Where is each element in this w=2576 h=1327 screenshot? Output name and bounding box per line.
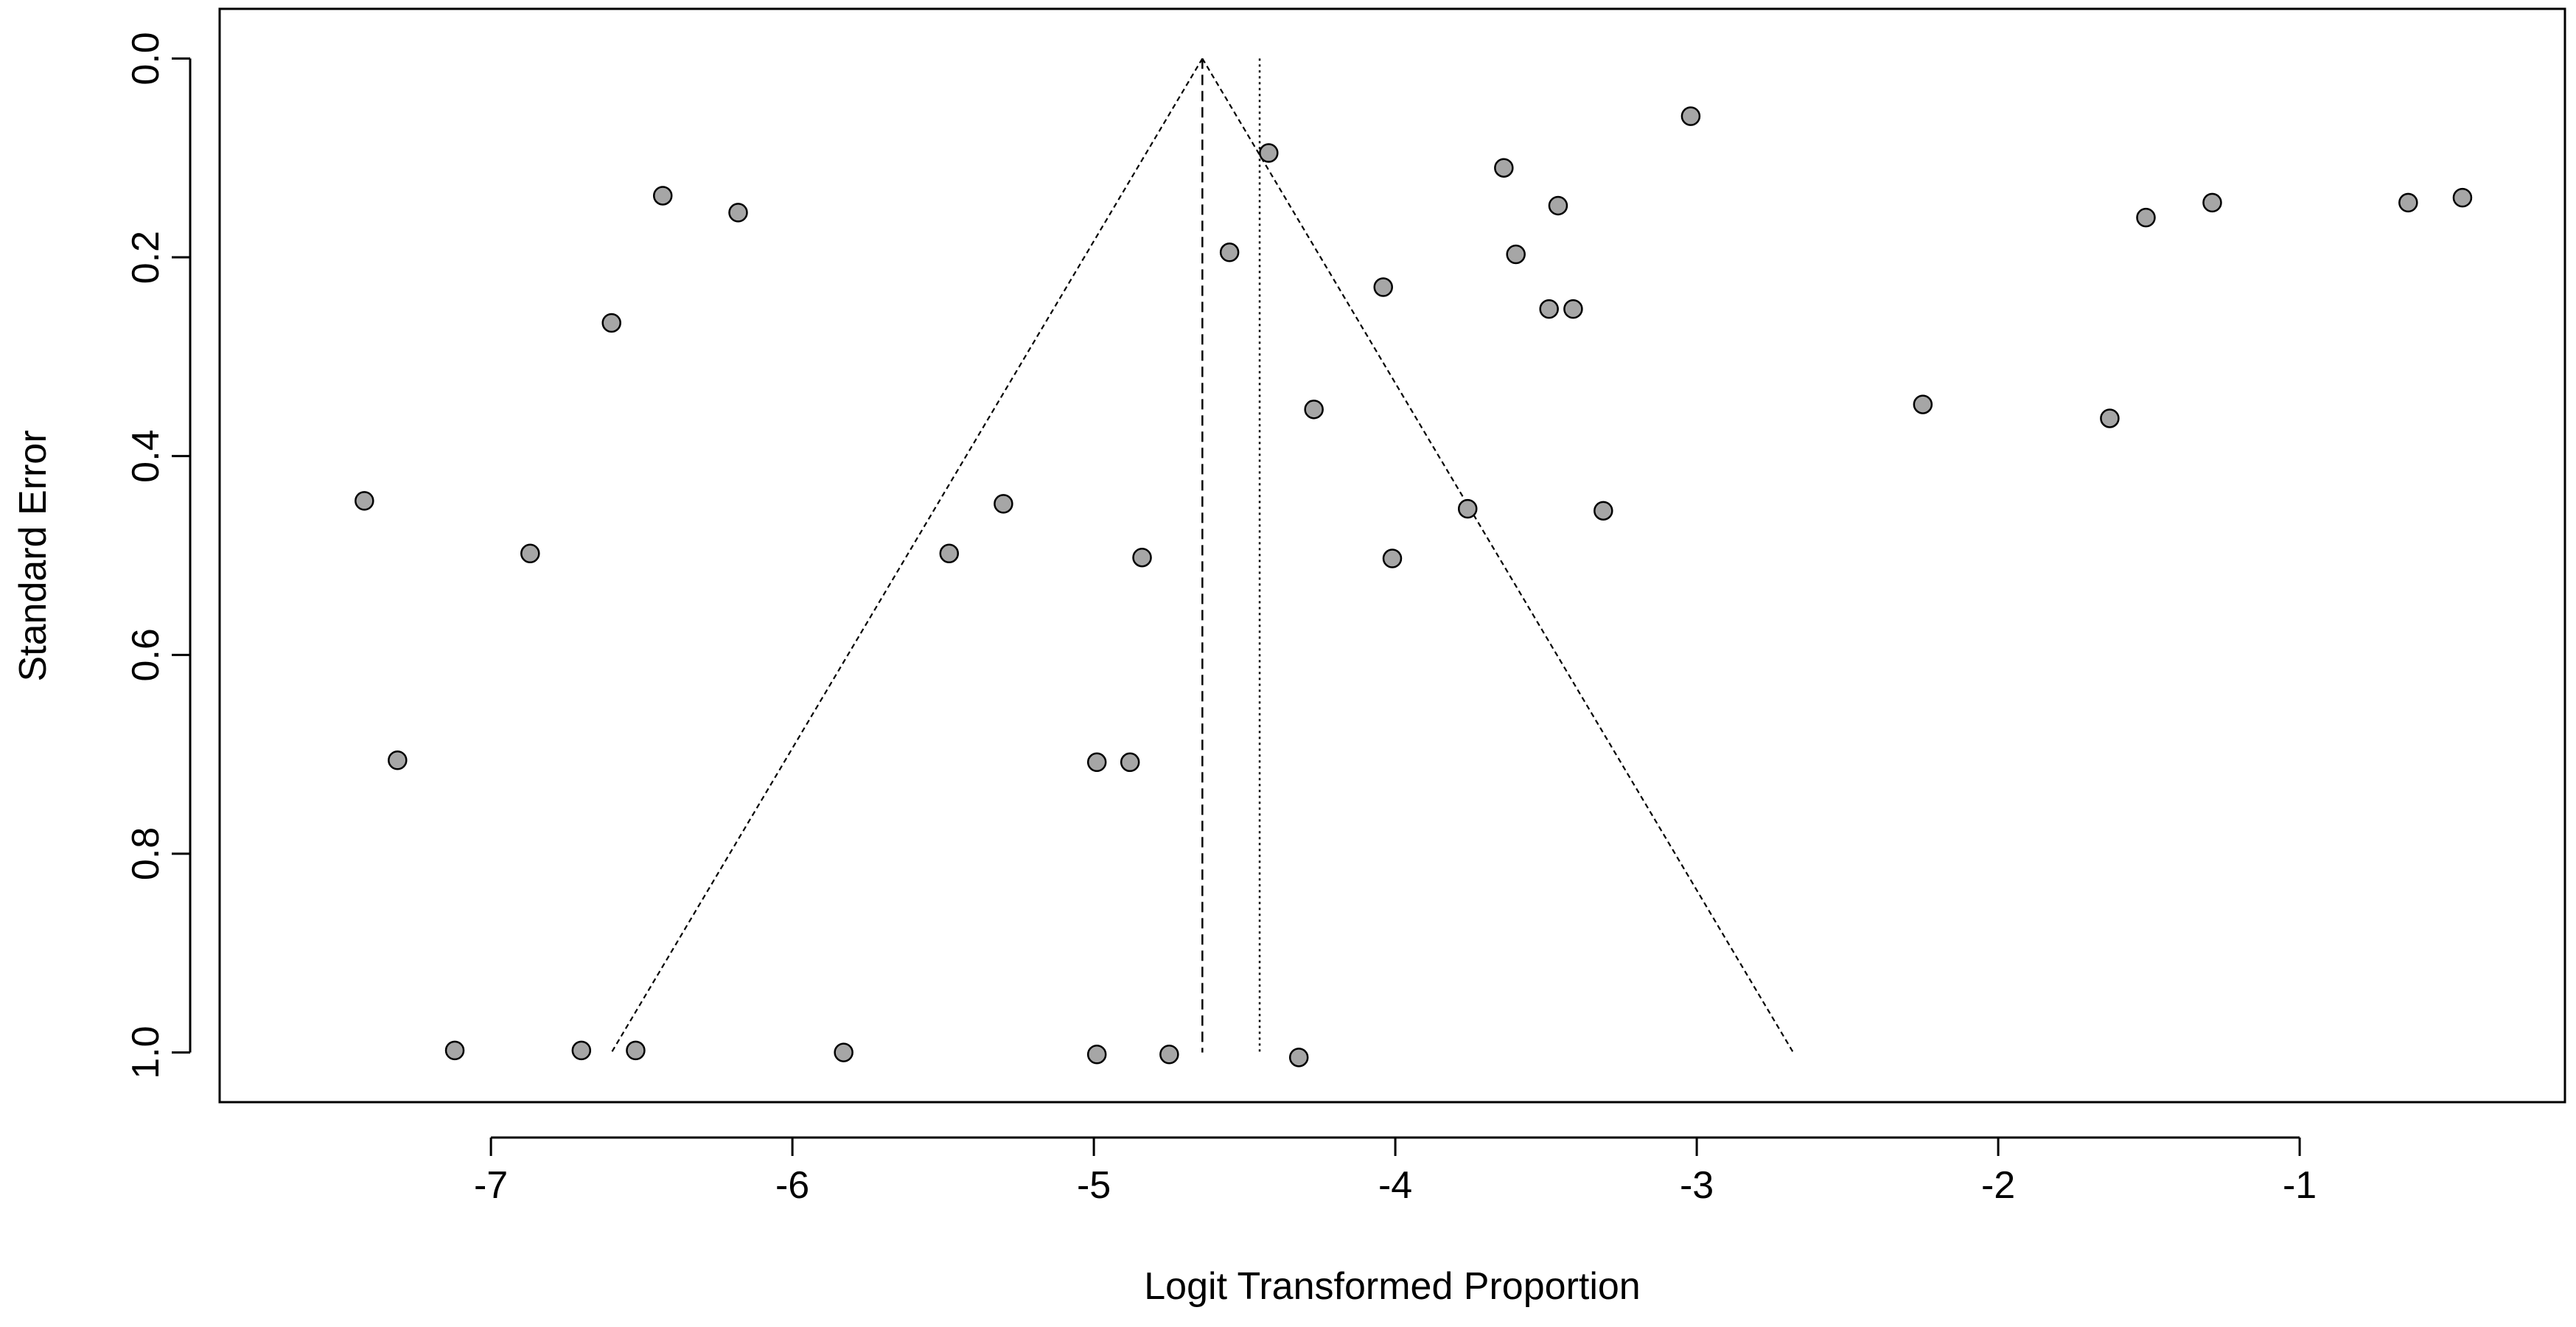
data-point: [1086, 1045, 1107, 1065]
y-tick-label: 1.0: [125, 1025, 167, 1079]
data-point: [355, 491, 374, 511]
x-tick-label: -4: [1378, 1164, 1412, 1207]
data-point: [1539, 299, 1559, 319]
data-point: [1288, 1048, 1309, 1067]
plot-frame: [218, 7, 2566, 1104]
data-point: [652, 186, 673, 206]
data-point: [2136, 207, 2156, 228]
y-tick-label: 0.0: [125, 32, 167, 85]
data-point: [728, 203, 748, 223]
axes: -7 -6 -5 -4 -3 -2 -1 0.0 0.2 0.4 0.6 0.8 1.0: [125, 32, 2317, 1207]
data-point: [388, 750, 408, 770]
x-axis-title: Logit Transformed Proportion: [1144, 1265, 1640, 1308]
funnel-lines: [610, 58, 1794, 1053]
data-point: [1219, 243, 1240, 262]
data-point: [1304, 400, 1324, 419]
data-point: [2452, 187, 2473, 208]
data-point: [1506, 244, 1526, 265]
x-tick-label: -1: [2283, 1164, 2317, 1207]
data-point: [1132, 547, 1152, 568]
x-tick-label: -6: [775, 1164, 809, 1207]
data-point: [939, 543, 960, 564]
data-point: [1913, 394, 1933, 414]
data-point: [1494, 158, 1514, 178]
data-point: [834, 1042, 854, 1062]
data-point: [601, 313, 621, 333]
data-point: [626, 1040, 646, 1061]
x-tick-label: -2: [1981, 1164, 2015, 1207]
funnel-left-edge: [610, 58, 1204, 1053]
data-point: [444, 1040, 465, 1061]
x-tick-label: -3: [1680, 1164, 1714, 1207]
data-point: [1457, 498, 1478, 519]
x-tick-label: -5: [1077, 1164, 1111, 1207]
data-points: [355, 106, 2473, 1067]
y-axis-title: Standard Error: [12, 430, 55, 681]
data-point: [1120, 752, 1140, 773]
y-tick-label: 0.8: [125, 827, 167, 880]
data-point: [1259, 143, 1279, 163]
data-point: [1382, 548, 1403, 568]
data-point: [571, 1040, 592, 1061]
data-point: [2100, 408, 2120, 428]
x-tick-label: -7: [474, 1164, 508, 1207]
data-point: [994, 494, 1013, 514]
y-tick-label: 0.6: [125, 628, 167, 681]
data-point: [2202, 192, 2222, 213]
data-point: [1548, 195, 1568, 216]
y-tick-label: 0.2: [125, 231, 167, 284]
y-tick-label: 0.4: [125, 430, 167, 483]
funnel-right-edge: [1201, 58, 1794, 1053]
data-point: [1159, 1045, 1179, 1065]
data-point: [2398, 192, 2418, 213]
data-point: [1594, 501, 1613, 521]
data-point: [1680, 106, 1701, 126]
data-point: [1373, 277, 1393, 297]
data-point: [1563, 299, 1583, 319]
data-point: [1086, 752, 1107, 773]
data-point: [520, 543, 540, 564]
